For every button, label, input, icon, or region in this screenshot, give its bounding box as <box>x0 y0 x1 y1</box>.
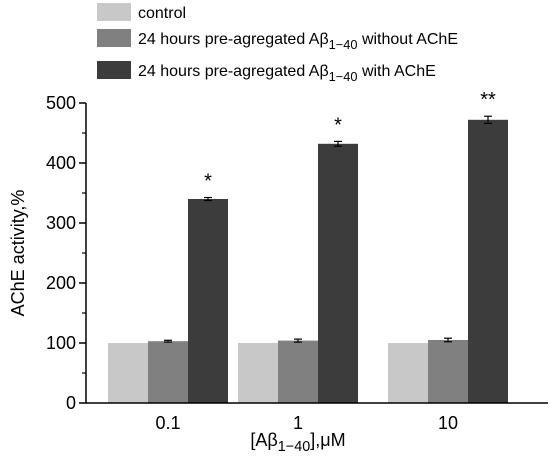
legend-swatch-1 <box>97 3 131 21</box>
y-tick-label: 300 <box>46 213 76 233</box>
error-bar <box>164 339 172 343</box>
y-tick-label: 100 <box>46 333 76 353</box>
bar-s3-0_1 <box>188 199 228 403</box>
y-axis-title: AChE activity,% <box>8 190 28 317</box>
y-tick-label: 0 <box>66 393 76 413</box>
bar-s2-0_1 <box>148 341 188 403</box>
y-tick-label: 500 <box>46 93 76 113</box>
error-bar <box>294 338 302 343</box>
bar-s1-1 <box>238 343 278 403</box>
error-bar <box>204 196 212 202</box>
bar-s2-1 <box>278 340 318 403</box>
bar-s3-1 <box>318 143 358 404</box>
bar-s3-10 <box>468 119 508 404</box>
x-axis-title: [Aβ1−40],μM <box>250 430 345 455</box>
bar-s1-10 <box>388 343 428 403</box>
error-bar <box>334 140 342 147</box>
legend-swatch-2 <box>97 29 131 47</box>
legend-label-2: 24 hours pre-agregated Aβ1−40 without AC… <box>138 31 458 52</box>
error-bar <box>484 115 492 125</box>
significance-marker: * <box>334 114 342 136</box>
x-tick-label: 10 <box>438 413 458 433</box>
significance-marker: ** <box>480 89 496 111</box>
legend-label-1: control <box>138 5 186 22</box>
axes: 0 100 200 300 400 500 0.1 1 10 [Aβ1−40],μM AChE ac… <box>8 93 548 455</box>
error-bar <box>444 337 452 343</box>
bar-s2-10 <box>428 340 468 403</box>
bar-s1-0_1 <box>108 343 148 403</box>
x-tick-label: 0.1 <box>155 413 180 433</box>
bars: **** <box>108 89 508 404</box>
x-tick-label: 1 <box>293 413 303 433</box>
legend-label-3: 24 hours pre-agregated Aβ1−40 with AChE <box>138 63 436 84</box>
legend: control 24 hours pre-agregated Aβ1−40 wit… <box>97 3 458 84</box>
legend-swatch-3 <box>97 61 131 79</box>
y-tick-label: 200 <box>46 273 76 293</box>
significance-marker: * <box>204 171 212 193</box>
y-tick-label: 400 <box>46 153 76 173</box>
